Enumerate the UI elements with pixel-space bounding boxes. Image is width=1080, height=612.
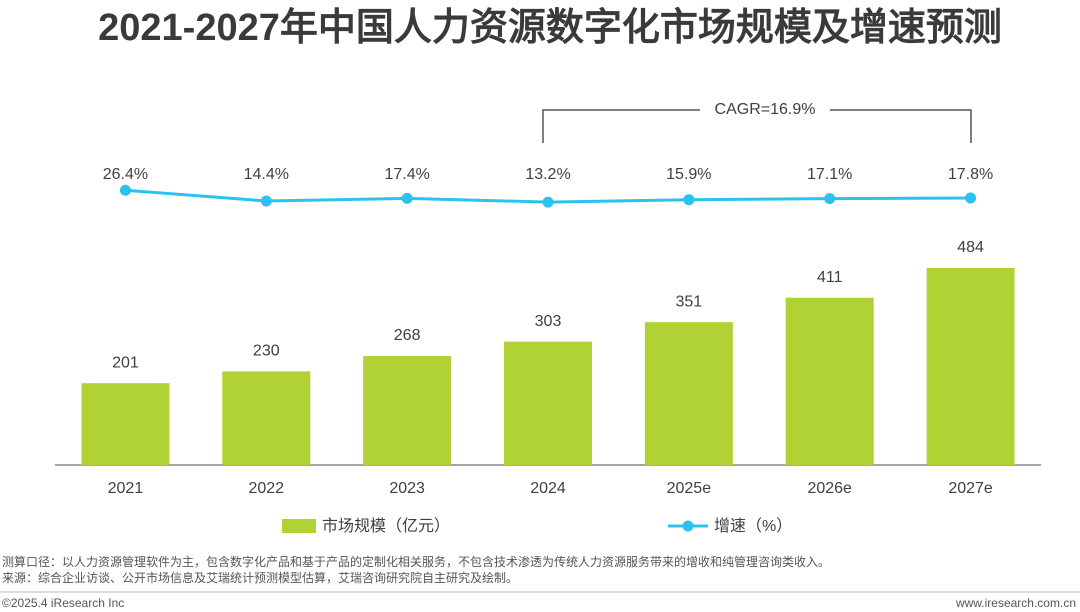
data-label: 15.9%	[666, 166, 711, 183]
bar	[81, 383, 170, 465]
cagr-bracket	[542, 109, 972, 143]
line-point	[965, 192, 977, 204]
bar	[785, 297, 874, 465]
bar	[363, 355, 452, 465]
data-label: 13.2%	[525, 166, 570, 183]
data-label: 14.4%	[244, 166, 289, 183]
note: 来源：综合企业访谈、公开市场信息及艾瑞统计预测模型估算，艾瑞咨询研究院自主研究及…	[2, 570, 518, 585]
line-point	[401, 192, 413, 204]
legend-swatch	[682, 520, 694, 532]
data-label: 17.1%	[807, 166, 852, 183]
line-point	[260, 195, 272, 207]
data-label: 17.8%	[948, 166, 993, 183]
bar	[222, 371, 311, 465]
line-point	[542, 196, 554, 208]
x-tick-label: 2025e	[667, 480, 712, 497]
data-label: 411	[817, 269, 843, 286]
data-label: 268	[394, 327, 421, 344]
copyright: ©2025.4 iResearch Inc	[2, 596, 124, 610]
legend-swatch	[282, 519, 316, 533]
chart-title: 2021-2027年中国人力资源数字化市场规模及增速预测	[98, 7, 1002, 49]
data-label: 201	[112, 354, 139, 371]
line-point	[683, 194, 695, 206]
annotation: CAGR=16.9%	[715, 101, 816, 118]
x-tick-label: 2027e	[948, 480, 993, 497]
x-tick-label: 2021	[108, 480, 144, 497]
bar	[504, 341, 592, 465]
x-tick-label: 2023	[389, 480, 425, 497]
legend-label: 增速（%）	[714, 517, 792, 535]
data-label: 303	[535, 313, 562, 330]
legend-label: 市场规模（亿元）	[322, 517, 450, 535]
x-tick-label: 2026e	[807, 480, 852, 497]
note: 测算口径：以人力资源管理软件为主，包含数字化产品和基于产品的定制化相关服务，不包…	[2, 554, 830, 569]
line-point	[824, 193, 836, 205]
line-point	[119, 184, 131, 196]
x-tick-label: 2022	[248, 480, 284, 497]
x-tick-label: 2024	[530, 480, 566, 497]
website: www.iresearch.com.cn	[955, 596, 1076, 610]
data-label: 484	[957, 239, 984, 256]
data-label: 26.4%	[103, 166, 148, 183]
bar	[926, 268, 1015, 465]
data-label: 230	[253, 343, 280, 360]
data-label: 351	[676, 293, 703, 310]
data-label: 17.4%	[384, 166, 429, 183]
bar	[644, 322, 733, 465]
